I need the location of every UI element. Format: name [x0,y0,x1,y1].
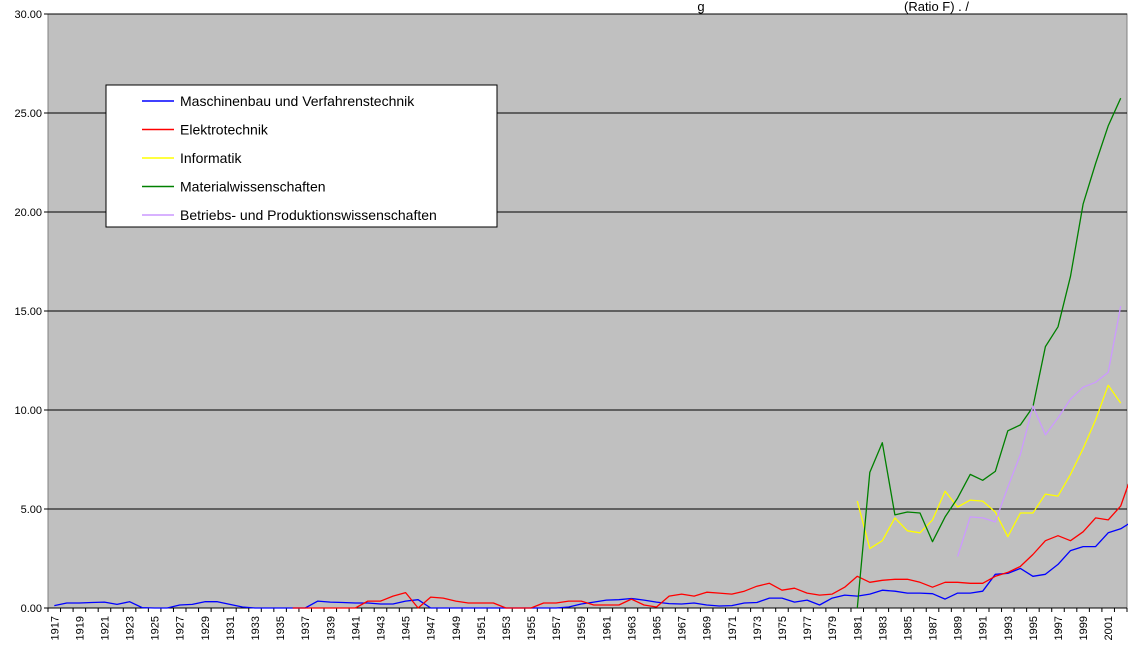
series-lines [54,97,1128,609]
x-tick-label: 1931 [225,616,237,640]
legend-label: Materialwissenschaften [180,179,326,195]
x-tick-label: 1925 [150,616,162,640]
y-tick-label: 20.00 [14,207,42,219]
x-tick-label: 1947 [426,616,438,640]
y-tick-label: 5.00 [21,504,42,516]
x-tick-label: 1999 [1078,616,1090,640]
x-tick-label: 1985 [902,616,914,640]
x-tick-label: 1935 [275,616,287,640]
x-tick-label: 1991 [978,616,990,640]
x-axis-ticks: 1917 1919 1921 1923 1925 1927 1929 1931 1933 1935… [47,607,1128,640]
y-tick-label: 30.00 [14,9,42,21]
series-line [956,305,1122,557]
x-tick-label: 1953 [501,616,513,640]
x-tick-label: 1941 [350,616,362,640]
x-tick-label: 1949 [451,616,463,640]
x-tick-label: 1959 [576,616,588,640]
chart-title: g [697,0,704,14]
x-tick-label: 1927 [175,616,187,640]
x-tick-label: 1989 [953,616,965,640]
x-tick-label: 1995 [1028,616,1040,640]
x-tick-label: 1923 [125,616,137,640]
x-tick-label: 1957 [551,616,563,640]
x-tick-label: 1975 [777,616,789,640]
x-tick-label: 1937 [300,616,312,640]
chart-title-right: (Ratio F) . / [904,0,969,14]
y-tick-label: 10.00 [14,405,42,417]
x-tick-label: 1939 [325,616,337,640]
x-tick-label: 1993 [1003,616,1015,640]
x-tick-label: 1965 [652,616,664,640]
y-tick-label: 0.00 [21,603,42,615]
x-tick-label: 2001 [1103,616,1115,640]
x-tick-label: 1983 [877,616,889,640]
legend-label: Informatik [180,150,242,166]
x-tick-label: 1943 [375,616,387,640]
legend-label: Elektrotechnik [180,122,269,138]
series-line [856,97,1122,609]
x-tick-label: 1979 [827,616,839,640]
y-tick-label: 15.00 [14,306,42,318]
y-tick-label: 25.00 [14,108,42,120]
legend-label: Betriebs- und Produktionswissenschaften [180,207,437,223]
x-tick-label: 1951 [476,616,488,640]
legend: Maschinenbau und Verfahrenstechnik Elektr… [105,84,498,228]
x-tick-label: 1973 [752,616,764,640]
legend-label: Maschinenbau und Verfahrenstechnik [180,93,415,109]
x-tick-label: 1977 [802,616,814,640]
x-tick-label: 1963 [626,616,638,640]
series-line [856,384,1122,550]
x-tick-label: 1971 [727,616,739,640]
x-tick-label: 1921 [99,616,111,640]
series-line [292,483,1128,609]
legend-box [105,84,498,228]
x-tick-label: 1945 [401,616,413,640]
x-tick-label: 1969 [702,616,714,640]
x-tick-label: 1997 [1053,616,1065,640]
x-tick-label: 1967 [677,616,689,640]
x-tick-label: 1981 [852,616,864,640]
y-axis-ticks: 0.00 5.00 10.00 15.00 20.00 25.00 30.00 [14,9,48,615]
x-tick-label: 1961 [601,616,613,640]
x-tick-label: 1955 [526,616,538,640]
x-tick-label: 1919 [74,616,86,640]
x-tick-label: 1987 [928,616,940,640]
x-tick-label: 1929 [200,616,212,640]
x-tick-label: 1933 [250,616,262,640]
x-tick-label: 1917 [49,616,61,640]
